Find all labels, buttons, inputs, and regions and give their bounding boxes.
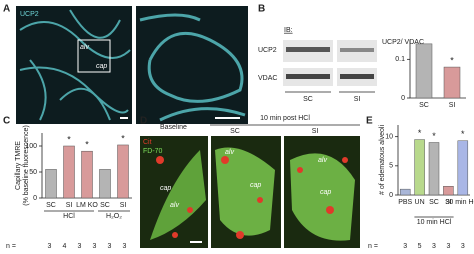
x-tick-label: SI (120, 202, 127, 209)
alv-label: alv (80, 44, 89, 51)
bar (117, 144, 129, 199)
y-tick-label: 0.1 (395, 56, 405, 63)
x-tick-label: SI (445, 199, 452, 206)
cap-label: cap (160, 185, 171, 192)
cap-label: cap (320, 189, 331, 196)
micrograph-a: UCP2 alv cap (16, 6, 248, 124)
y-tick-label: 5 (389, 163, 393, 170)
baseline-label: Baseline (160, 124, 187, 131)
cap-label: cap (96, 63, 107, 70)
x-tick-label: LM KO (76, 202, 98, 209)
n-value: 5 (418, 243, 422, 250)
bar (415, 43, 433, 99)
n-value: 3 (48, 243, 52, 250)
alv-label: alv (318, 157, 327, 164)
y-tick-label: 50 (29, 169, 37, 176)
group-label: HCl (63, 213, 75, 220)
n-label: n = (6, 243, 16, 250)
blot-row-label: UCP2 (258, 47, 277, 54)
lane-label: SI (354, 96, 361, 103)
bar (399, 188, 411, 196)
bar (63, 145, 75, 199)
panel-letter: C (3, 116, 10, 127)
n-value: 3 (123, 243, 127, 250)
n-label: n = (368, 243, 378, 250)
panel-letter: B (258, 4, 265, 15)
x-tick-label: UN (415, 199, 425, 206)
significance-mark: * (85, 140, 89, 150)
ib-label: IB: (284, 27, 293, 34)
significance-mark: * (67, 134, 71, 144)
n-value: 3 (108, 243, 112, 250)
alv-label: alv (225, 149, 234, 156)
y-axis-label: UCP2/ VDAC (382, 39, 424, 46)
y-tick-label: 0 (401, 95, 405, 102)
stain-label: Cit (143, 139, 152, 146)
panel-letter: D (140, 116, 147, 127)
lane-label: SC (303, 96, 313, 103)
group-label: H₂O₂ (106, 213, 122, 220)
significance-mark: * (432, 131, 436, 141)
stain-label: UCP2 (20, 11, 39, 18)
n-value: 3 (461, 243, 465, 250)
panel-letter: E (366, 116, 373, 127)
bar (414, 139, 425, 196)
cap-label: cap (250, 182, 261, 189)
alv-label: alv (170, 202, 179, 209)
blot-row-label: VDAC (258, 75, 277, 82)
n-value: 3 (432, 243, 436, 250)
significance-mark: * (450, 55, 454, 65)
n-value: 3 (403, 243, 407, 250)
stain-label: FD-70 (143, 148, 163, 155)
y-axis-label: Capillary TMRE (15, 141, 22, 190)
y-axis-label: # of edematous alveoli (379, 125, 386, 195)
significance-mark: * (418, 128, 422, 138)
n-value: 3 (446, 243, 450, 250)
blot (283, 40, 377, 93)
bar (81, 150, 93, 199)
group-label: 10 min HCl (417, 219, 452, 226)
n-value: 3 (93, 243, 97, 250)
x-tick-label: PBS (398, 199, 412, 206)
y-tick-label: 0 (33, 195, 37, 202)
condition-label: SI (312, 128, 319, 135)
bar (45, 169, 57, 199)
y-tick-label: 100 (25, 143, 37, 150)
n-value: 4 (63, 243, 67, 250)
y-tick-label: 0 (389, 192, 393, 199)
x-tick-label: SI (449, 102, 456, 109)
significance-mark: * (461, 129, 465, 139)
post-label: 10 min post HCl (260, 115, 310, 122)
significance-mark: * (121, 133, 125, 143)
y-tick-label: 10 (385, 134, 393, 141)
condition-label: SC (230, 128, 240, 135)
x-tick-label: SI (66, 202, 73, 209)
x-tick-label: SC (429, 199, 439, 206)
x-tick-label: SC (419, 102, 429, 109)
bar (99, 169, 111, 199)
x-tick-label: 30 min HCl (445, 199, 474, 206)
bar (443, 186, 454, 196)
micrograph-d: Cit FD-70 cap alv alv cap alv cap (140, 136, 360, 248)
panel-letter: A (3, 4, 10, 15)
bar (457, 140, 469, 196)
bar (443, 66, 461, 99)
x-tick-label: SC (46, 202, 56, 209)
y-axis-label: (% baseline fluorescence) (23, 125, 30, 206)
bar (428, 142, 440, 196)
x-tick-label: SC (100, 202, 110, 209)
n-value: 3 (78, 243, 82, 250)
